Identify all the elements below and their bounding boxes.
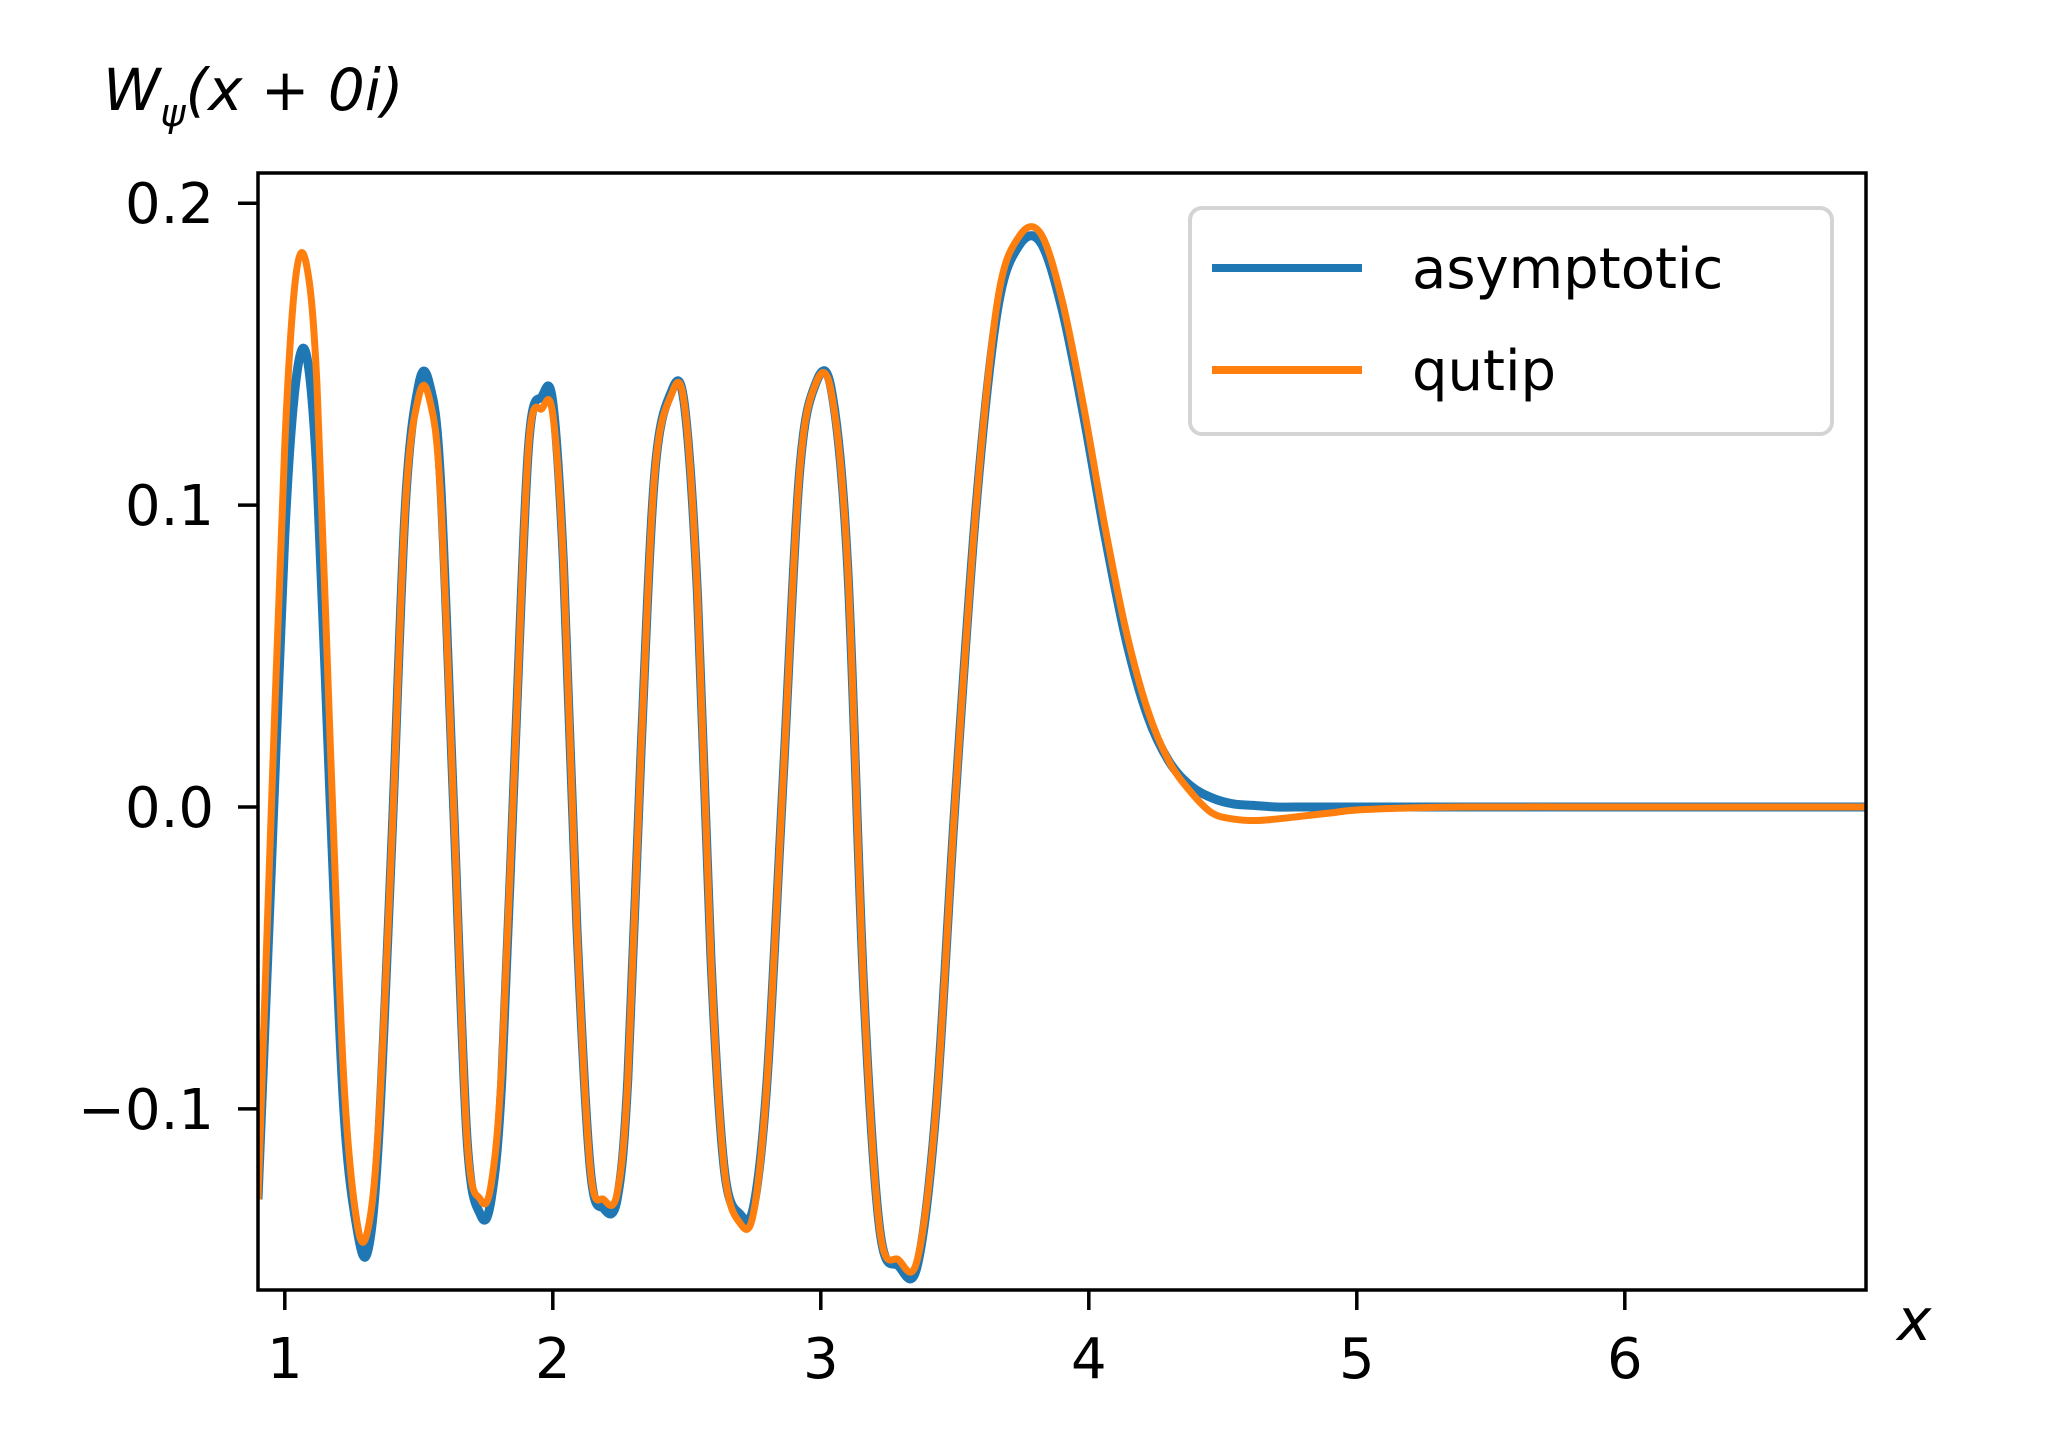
axis-labels: Wψ(x + 0i) x — [103, 56, 1932, 1354]
legend: asymptotic qutip — [1188, 206, 1834, 436]
axes-layer: 1 2 3 4 5 6 −0.1 0.0 0.1 0.2 — [78, 171, 1868, 1392]
series-line-qutip — [258, 223, 1866, 1276]
x-tick-label: 2 — [535, 1327, 571, 1392]
x-tick-label: 4 — [1071, 1327, 1107, 1392]
y-tick-label: −0.1 — [78, 1078, 214, 1143]
x-tick-label: 5 — [1339, 1327, 1375, 1392]
x-tick-label: 6 — [1607, 1327, 1643, 1392]
y-tick-label: 0.2 — [125, 172, 214, 237]
plot-frame — [256, 171, 1868, 1292]
legend-label-qutip: qutip — [1412, 339, 1556, 404]
x-axis-title: x — [1895, 1286, 1932, 1354]
x-tick-label: 3 — [803, 1327, 839, 1392]
y-tick-label: 0.0 — [125, 776, 214, 841]
series-layer — [258, 223, 1866, 1284]
x-tick-label: 1 — [267, 1327, 303, 1392]
y-axis-title: Wψ(x + 0i) — [103, 56, 404, 135]
y-tick-label: 0.1 — [125, 474, 214, 539]
legend-label-asymptotic: asymptotic — [1412, 237, 1723, 302]
